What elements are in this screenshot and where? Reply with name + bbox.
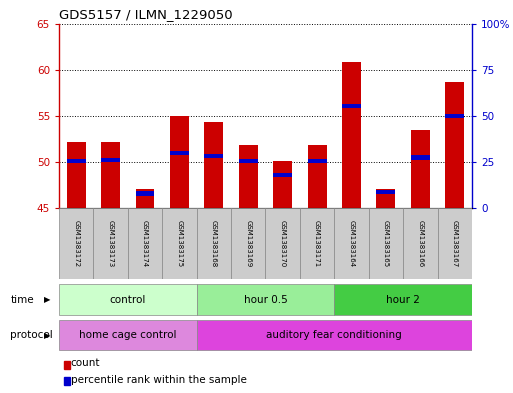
Bar bbox=[196, 284, 334, 315]
Bar bbox=[308, 159, 327, 163]
Bar bbox=[273, 161, 292, 208]
Bar bbox=[411, 130, 430, 208]
Text: GSM1383174: GSM1383174 bbox=[142, 220, 148, 267]
Bar bbox=[101, 142, 120, 208]
Text: auditory fear conditioning: auditory fear conditioning bbox=[266, 330, 402, 340]
Bar bbox=[64, 361, 70, 369]
Bar bbox=[59, 208, 93, 279]
Text: GSM1383175: GSM1383175 bbox=[176, 220, 183, 267]
Bar bbox=[67, 142, 86, 208]
Bar bbox=[204, 122, 223, 208]
Text: protocol: protocol bbox=[10, 330, 53, 340]
Text: GSM1383164: GSM1383164 bbox=[348, 220, 354, 267]
Bar bbox=[342, 104, 361, 108]
Bar bbox=[377, 189, 396, 194]
Bar bbox=[204, 154, 223, 158]
Text: GSM1383173: GSM1383173 bbox=[108, 220, 113, 267]
Text: GSM1383166: GSM1383166 bbox=[418, 220, 423, 267]
Bar bbox=[273, 173, 292, 177]
Bar bbox=[196, 320, 472, 351]
Bar bbox=[59, 284, 196, 315]
Text: percentile rank within the sample: percentile rank within the sample bbox=[71, 375, 247, 384]
Bar bbox=[438, 208, 472, 279]
Text: GSM1383171: GSM1383171 bbox=[314, 220, 320, 267]
Bar bbox=[64, 377, 70, 385]
Bar bbox=[239, 159, 258, 163]
Text: hour 0.5: hour 0.5 bbox=[244, 295, 287, 305]
Text: GSM1383168: GSM1383168 bbox=[211, 220, 217, 267]
Bar bbox=[334, 208, 369, 279]
Bar bbox=[445, 82, 464, 208]
Bar bbox=[196, 208, 231, 279]
Text: GSM1383167: GSM1383167 bbox=[452, 220, 458, 267]
Bar bbox=[59, 320, 196, 351]
Text: GDS5157 / ILMN_1229050: GDS5157 / ILMN_1229050 bbox=[59, 8, 232, 21]
Bar bbox=[93, 208, 128, 279]
Text: time: time bbox=[10, 295, 34, 305]
Text: GSM1383169: GSM1383169 bbox=[245, 220, 251, 267]
Bar bbox=[135, 189, 154, 208]
Text: hour 2: hour 2 bbox=[386, 295, 420, 305]
Bar bbox=[162, 208, 196, 279]
Bar bbox=[231, 208, 266, 279]
Bar bbox=[300, 208, 334, 279]
Bar bbox=[445, 114, 464, 118]
Text: ▶: ▶ bbox=[44, 295, 50, 304]
Bar bbox=[170, 151, 189, 155]
Bar bbox=[265, 208, 300, 279]
Bar bbox=[170, 116, 189, 208]
Bar bbox=[101, 158, 120, 162]
Bar bbox=[239, 145, 258, 208]
Bar bbox=[369, 208, 403, 279]
Text: GSM1383172: GSM1383172 bbox=[73, 220, 79, 267]
Text: count: count bbox=[71, 358, 100, 368]
Text: GSM1383170: GSM1383170 bbox=[280, 220, 286, 267]
Text: home cage control: home cage control bbox=[79, 330, 176, 340]
Bar bbox=[334, 284, 472, 315]
Bar bbox=[342, 62, 361, 208]
Bar bbox=[128, 208, 162, 279]
Text: ▶: ▶ bbox=[44, 331, 50, 340]
Text: control: control bbox=[110, 295, 146, 305]
Bar bbox=[135, 191, 154, 196]
Bar bbox=[411, 155, 430, 160]
Bar bbox=[67, 159, 86, 163]
Bar bbox=[377, 189, 396, 208]
Bar bbox=[403, 208, 438, 279]
Bar bbox=[308, 145, 327, 208]
Text: GSM1383165: GSM1383165 bbox=[383, 220, 389, 267]
